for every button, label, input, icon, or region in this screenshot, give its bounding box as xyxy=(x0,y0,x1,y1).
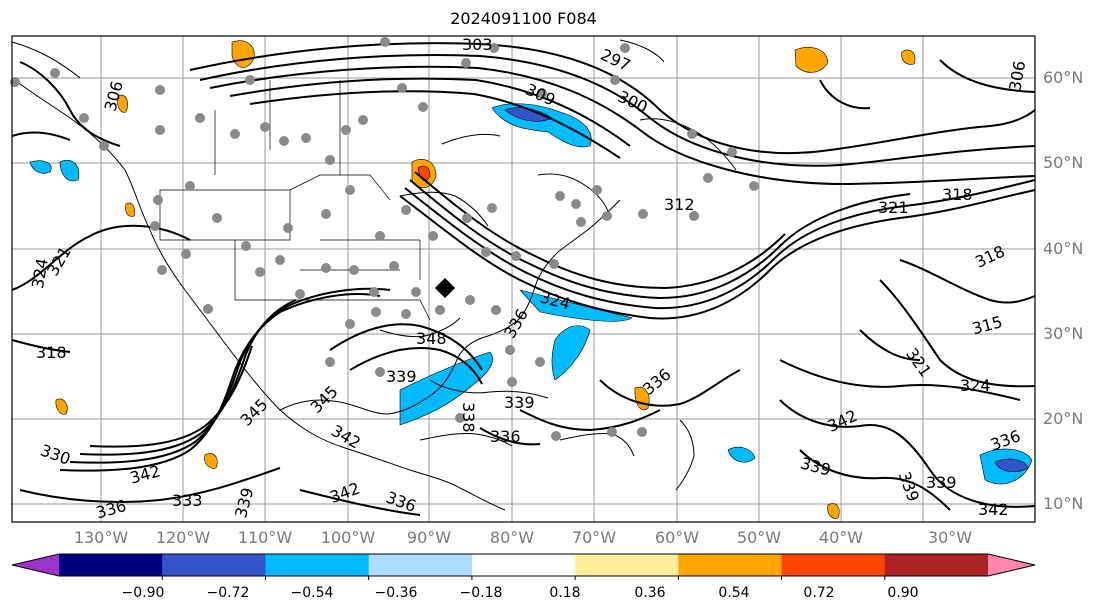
colorbar-segment xyxy=(575,554,679,576)
contour-label: 318 xyxy=(36,343,67,362)
colorbar-tick-label: 0.72 xyxy=(803,585,835,601)
map-title: 2024091100 F084 xyxy=(450,9,597,28)
colorbar-segment xyxy=(988,554,1035,576)
colorbar-segment xyxy=(265,554,370,576)
shading-patches xyxy=(29,40,1033,519)
map-frame xyxy=(11,35,1036,523)
colorbar-segment xyxy=(678,554,783,576)
lat-label: 40°N xyxy=(1043,239,1084,258)
observation-dots xyxy=(10,37,759,441)
lon-label: 60°W xyxy=(654,528,700,547)
lon-label: 100°W xyxy=(320,528,376,547)
contour-label: 333 xyxy=(172,491,203,510)
lon-label: 40°W xyxy=(818,528,864,547)
colorbar-segment xyxy=(59,554,163,576)
lon-label: 30°W xyxy=(927,528,973,547)
contour-label: 303 xyxy=(462,35,493,54)
contour-label: 339 xyxy=(926,473,957,492)
contour-label: 336 xyxy=(490,427,521,446)
contour-label: 312 xyxy=(664,195,695,214)
colorbar-tick-label: 0.90 xyxy=(887,585,919,601)
lon-label: 90°W xyxy=(406,528,452,547)
colorbar-segment xyxy=(368,554,473,576)
state-borders xyxy=(159,80,431,321)
contour-label: 318 xyxy=(942,185,973,204)
colorbar xyxy=(11,553,1036,580)
lon-label: 70°W xyxy=(571,528,617,547)
contour-label: 338 xyxy=(459,402,478,433)
lon-label: 110°W xyxy=(237,528,293,547)
location-diamond-marker xyxy=(435,278,455,298)
colorbar-tick-label: 0.36 xyxy=(634,585,666,601)
height-contours xyxy=(11,42,1036,516)
colorbar-segment xyxy=(162,554,266,576)
contour-label: 342 xyxy=(978,500,1009,519)
colorbar-tick-label: −0.72 xyxy=(206,585,250,601)
colorbar-tick-label: 0.54 xyxy=(718,585,750,601)
lat-label: 30°N xyxy=(1043,324,1084,343)
lon-label: 130°W xyxy=(73,528,129,547)
lon-label: 50°W xyxy=(736,528,782,547)
lat-label: 10°N xyxy=(1043,494,1084,513)
colorbar-tick-label: −0.18 xyxy=(459,585,503,601)
lat-label: 20°N xyxy=(1043,409,1084,428)
colorbar-segment xyxy=(471,554,576,576)
colorbar-tick-label: −0.90 xyxy=(121,585,165,601)
contour-label: 324 xyxy=(960,376,991,395)
colorbar-tick-label: 0.18 xyxy=(549,585,581,601)
lat-label: 60°N xyxy=(1043,68,1084,87)
contour-label: 339 xyxy=(386,367,417,386)
lat-label: 50°N xyxy=(1043,153,1084,172)
contour-label: 321 xyxy=(878,198,909,217)
colorbar-tick-label: −0.36 xyxy=(374,585,418,601)
colorbar-segment xyxy=(781,554,886,576)
colorbar-segment xyxy=(884,554,989,576)
lon-label: 120°W xyxy=(155,528,211,547)
coastlines xyxy=(11,39,737,511)
colorbar-outline xyxy=(11,553,1036,577)
contour-label: 339 xyxy=(504,393,535,412)
colorbar-segment xyxy=(12,554,59,576)
colorbar-tick-label: −0.54 xyxy=(290,585,334,601)
graticule xyxy=(12,36,1035,522)
lon-label: 80°W xyxy=(489,528,535,547)
contour-label: 348 xyxy=(416,329,447,348)
